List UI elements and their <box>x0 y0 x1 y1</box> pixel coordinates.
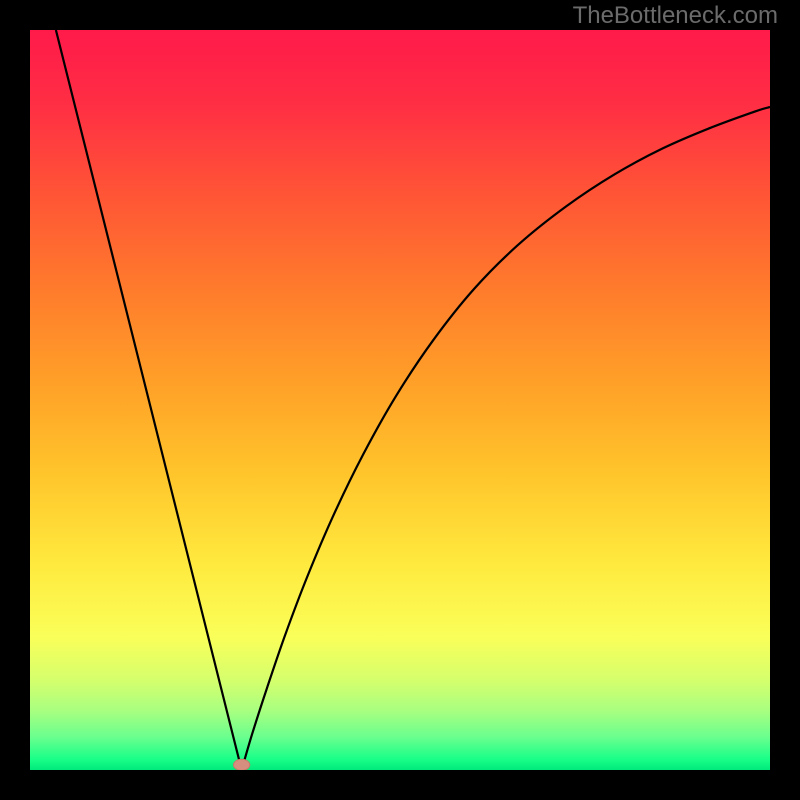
chart-frame: TheBottleneck.com <box>0 0 800 800</box>
watermark-text: TheBottleneck.com <box>573 2 778 30</box>
optimum-marker <box>234 759 250 770</box>
plot-area <box>30 30 770 770</box>
marker-layer <box>30 30 770 770</box>
